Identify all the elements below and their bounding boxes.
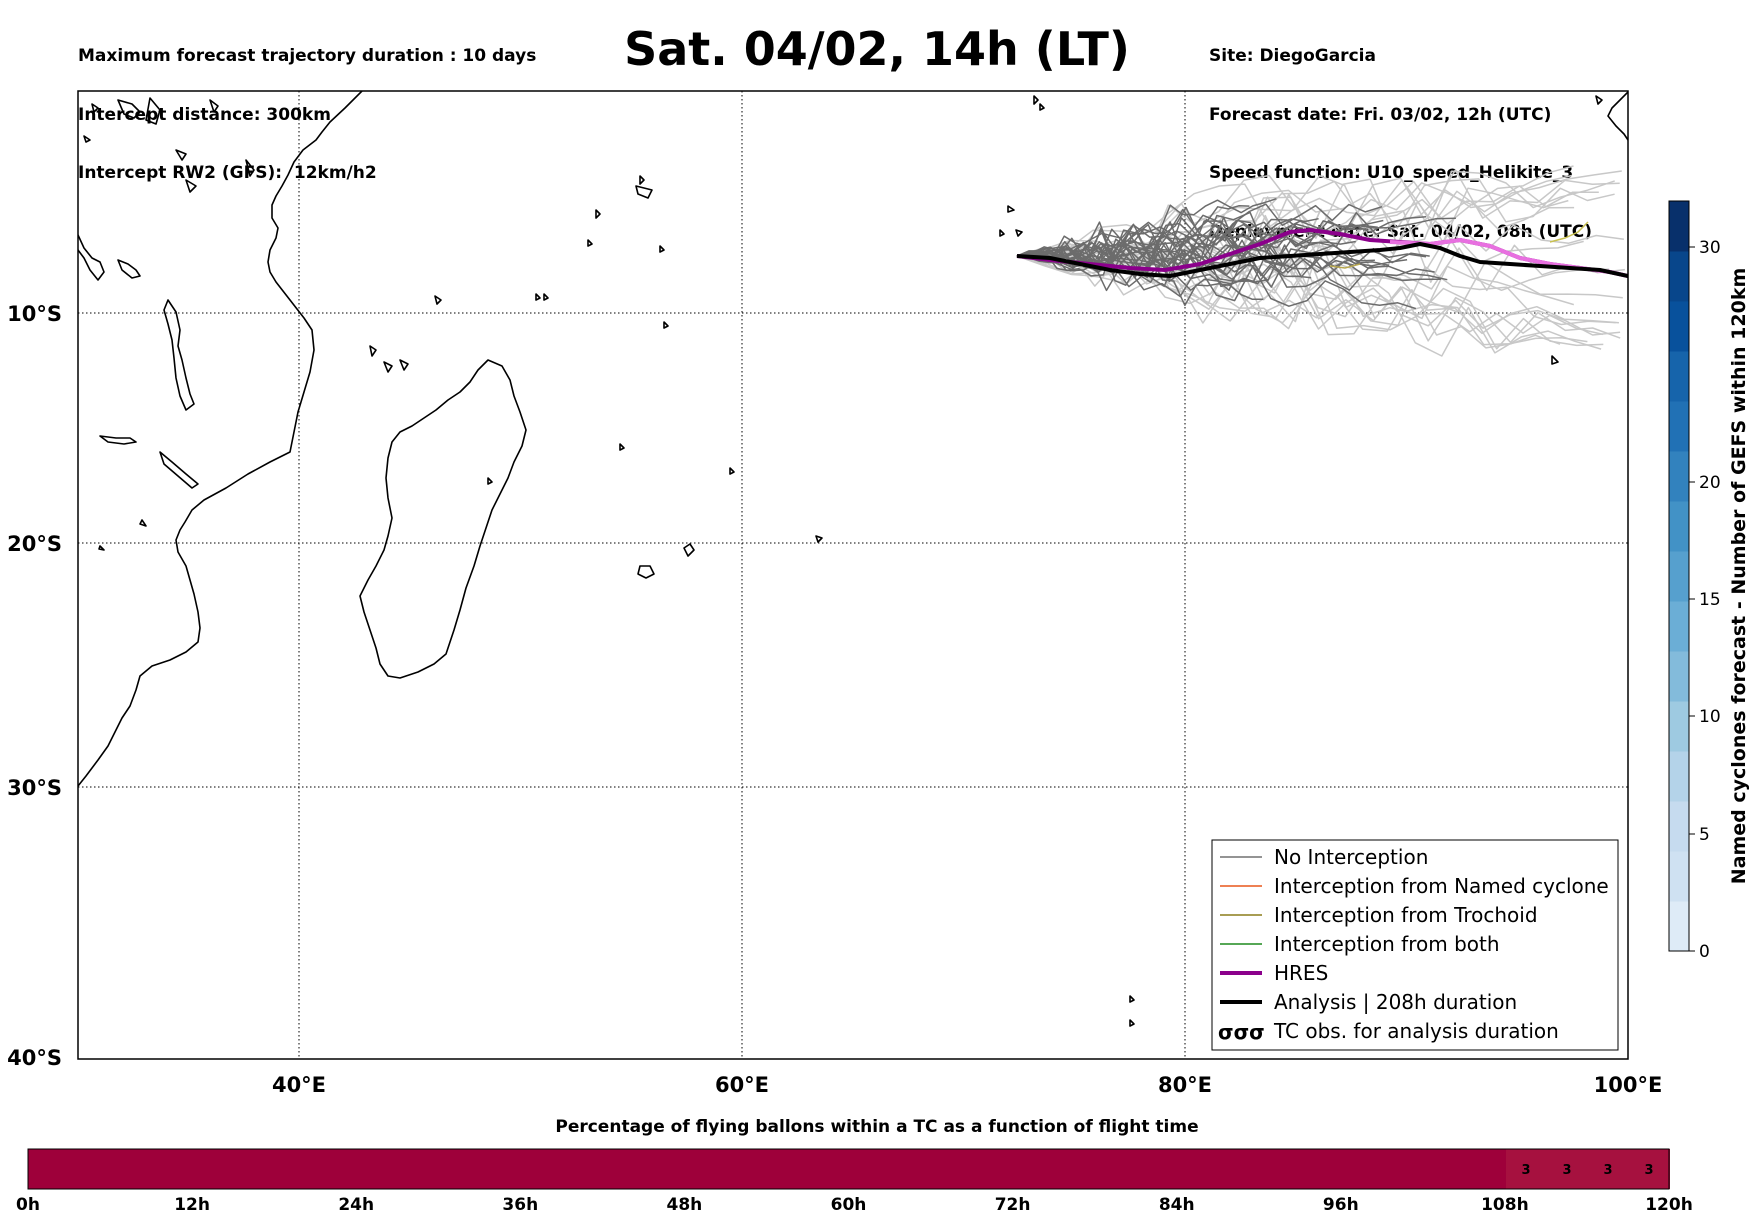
trajectory-late <box>1016 165 1574 257</box>
x-tick-40e: 40°E <box>272 1073 326 1097</box>
info-duration: Maximum forecast trajectory duration : 1… <box>78 46 537 66</box>
percentage-bar-tick: 84h <box>1159 1195 1195 1215</box>
legend-label: HRES <box>1274 961 1328 985</box>
colorbar-tick-label: 10 <box>1699 707 1721 727</box>
percentage-bar-tick: 60h <box>831 1195 867 1215</box>
percentage-cell <box>1506 1149 1547 1189</box>
legend-label: Interception from Trochoid <box>1274 903 1538 927</box>
legend-label: Analysis | 208h duration <box>1274 990 1517 1014</box>
x-tick-60e: 60°E <box>715 1073 769 1097</box>
colorbar-step <box>1669 751 1689 802</box>
legend-label: Interception from Named cyclone <box>1274 874 1609 898</box>
colorbar-tick-label: 30 <box>1699 238 1721 258</box>
colorbar-step <box>1669 501 1689 552</box>
page-title: Sat. 04/02, 14h (LT) <box>624 22 1130 76</box>
legend-label: No Interception <box>1274 845 1428 869</box>
legend-symbol-tc-obs: σσσ <box>1218 1020 1265 1044</box>
colorbar-tick-label: 5 <box>1699 825 1710 845</box>
colorbar-step <box>1669 451 1689 502</box>
y-tick-20s: 20°S <box>7 532 62 556</box>
trajectory-no-interception <box>1016 216 1367 266</box>
percentage-cell <box>1547 1149 1588 1189</box>
colorbar-step <box>1669 901 1689 952</box>
percentage-cell-label: 3 <box>1644 1163 1653 1178</box>
trajectory-late <box>1016 253 1604 350</box>
info-forecast-date: Forecast date: Fri. 03/02, 12h (UTC) <box>1209 104 1552 125</box>
trajectory-no-interception <box>1016 223 1311 266</box>
percentage-cell-label: 3 <box>1562 1163 1571 1178</box>
colorbar-step <box>1669 351 1689 402</box>
y-tick-30s: 30°S <box>7 776 62 800</box>
info-intercept-rw2: Intercept RW2 (GFS): 12km/h2 <box>78 163 377 183</box>
info-speed-function: Speed function: U10_speed_Helikite_3 <box>1209 163 1574 183</box>
trajectory-no-interception <box>1016 239 1430 277</box>
percentage-bar-title: Percentage of flying ballons within a TC… <box>555 1117 1199 1137</box>
percentage-cell <box>1629 1149 1670 1189</box>
percentage-bar-fill <box>28 1149 1506 1189</box>
trajectory-trochoid <box>1329 263 1361 269</box>
percentage-bar-tick: 72h <box>995 1195 1031 1215</box>
colorbar-step <box>1669 551 1689 602</box>
colorbar-step <box>1669 601 1689 652</box>
trajectory-no-interception <box>1016 250 1312 291</box>
percentage-bar: 3 3 3 3 0h 12h 24h 36h 48h 60h 72h 84h 96h 108h 120h <box>16 1148 1693 1215</box>
percentage-cell-label: 3 <box>1521 1163 1530 1178</box>
colorbar-step <box>1669 301 1689 352</box>
trajectories <box>1016 165 1628 357</box>
percentage-cell-label: 3 <box>1603 1163 1612 1178</box>
coastlines <box>78 91 1628 1027</box>
percentage-bar-tick: 12h <box>174 1195 210 1215</box>
colorbar-tick-label: 15 <box>1699 590 1721 610</box>
legend: No Interception Interception from Named c… <box>1211 839 1619 1051</box>
y-tick-10s: 10°S <box>7 302 62 326</box>
percentage-bar-tick: 96h <box>1323 1195 1359 1215</box>
trajectory-no-interception <box>1016 239 1386 282</box>
percentage-bar-frame <box>27 1148 1670 1190</box>
colorbar-tick-label: 20 <box>1699 473 1721 493</box>
trajectory-late <box>1016 255 1561 349</box>
legend-box <box>1211 839 1619 1051</box>
percentage-bar-tick: 0h <box>16 1195 40 1215</box>
x-tick-80e: 80°E <box>1158 1073 1212 1097</box>
legend-label: Interception from both <box>1274 932 1500 956</box>
colorbar-step <box>1669 851 1689 902</box>
colorbar-step <box>1669 251 1689 302</box>
info-intercept-distance: Intercept distance: 300km <box>78 104 331 125</box>
legend-label: TC obs. for analysis duration <box>1273 1019 1559 1043</box>
colorbar-frame <box>1668 200 1690 952</box>
colorbar-step <box>1669 701 1689 752</box>
trajectory-no-interception <box>1016 197 1277 259</box>
percentage-bar-tick: 36h <box>502 1195 538 1215</box>
colorbar-label: Named cyclones forecast - Number of GEFS… <box>1728 268 1750 885</box>
percentage-bar-tick: 108h <box>1481 1195 1529 1215</box>
colorbar-step <box>1669 401 1689 452</box>
info-left: Maximum forecast trajectory duration : 1… <box>78 8 536 203</box>
percentage-bar-tick: 48h <box>667 1195 703 1215</box>
colorbar-step <box>1669 651 1689 702</box>
colorbar-step <box>1669 201 1689 252</box>
colorbar-tick-label: 0 <box>1699 942 1710 962</box>
info-site: Site: DiegoGarcia <box>1209 46 1376 66</box>
trajectory-trochoid <box>1549 221 1589 243</box>
colorbar-step <box>1669 801 1689 852</box>
x-tick-100e: 100°E <box>1594 1073 1663 1097</box>
percentage-bar-tick: 120h <box>1645 1195 1693 1215</box>
trajectory-analysis <box>1016 242 1628 278</box>
trajectory-no-interception <box>1016 217 1319 262</box>
colorbar: 0 5 10 15 20 30 Named cyclones forecast - Num… <box>1668 200 1750 962</box>
map-frame <box>77 90 1629 1060</box>
trajectory-no-interception <box>1016 220 1392 266</box>
percentage-bar-tick: 24h <box>338 1195 374 1215</box>
y-tick-40s: 40°S <box>7 1046 62 1070</box>
percentage-cell <box>1588 1149 1629 1189</box>
